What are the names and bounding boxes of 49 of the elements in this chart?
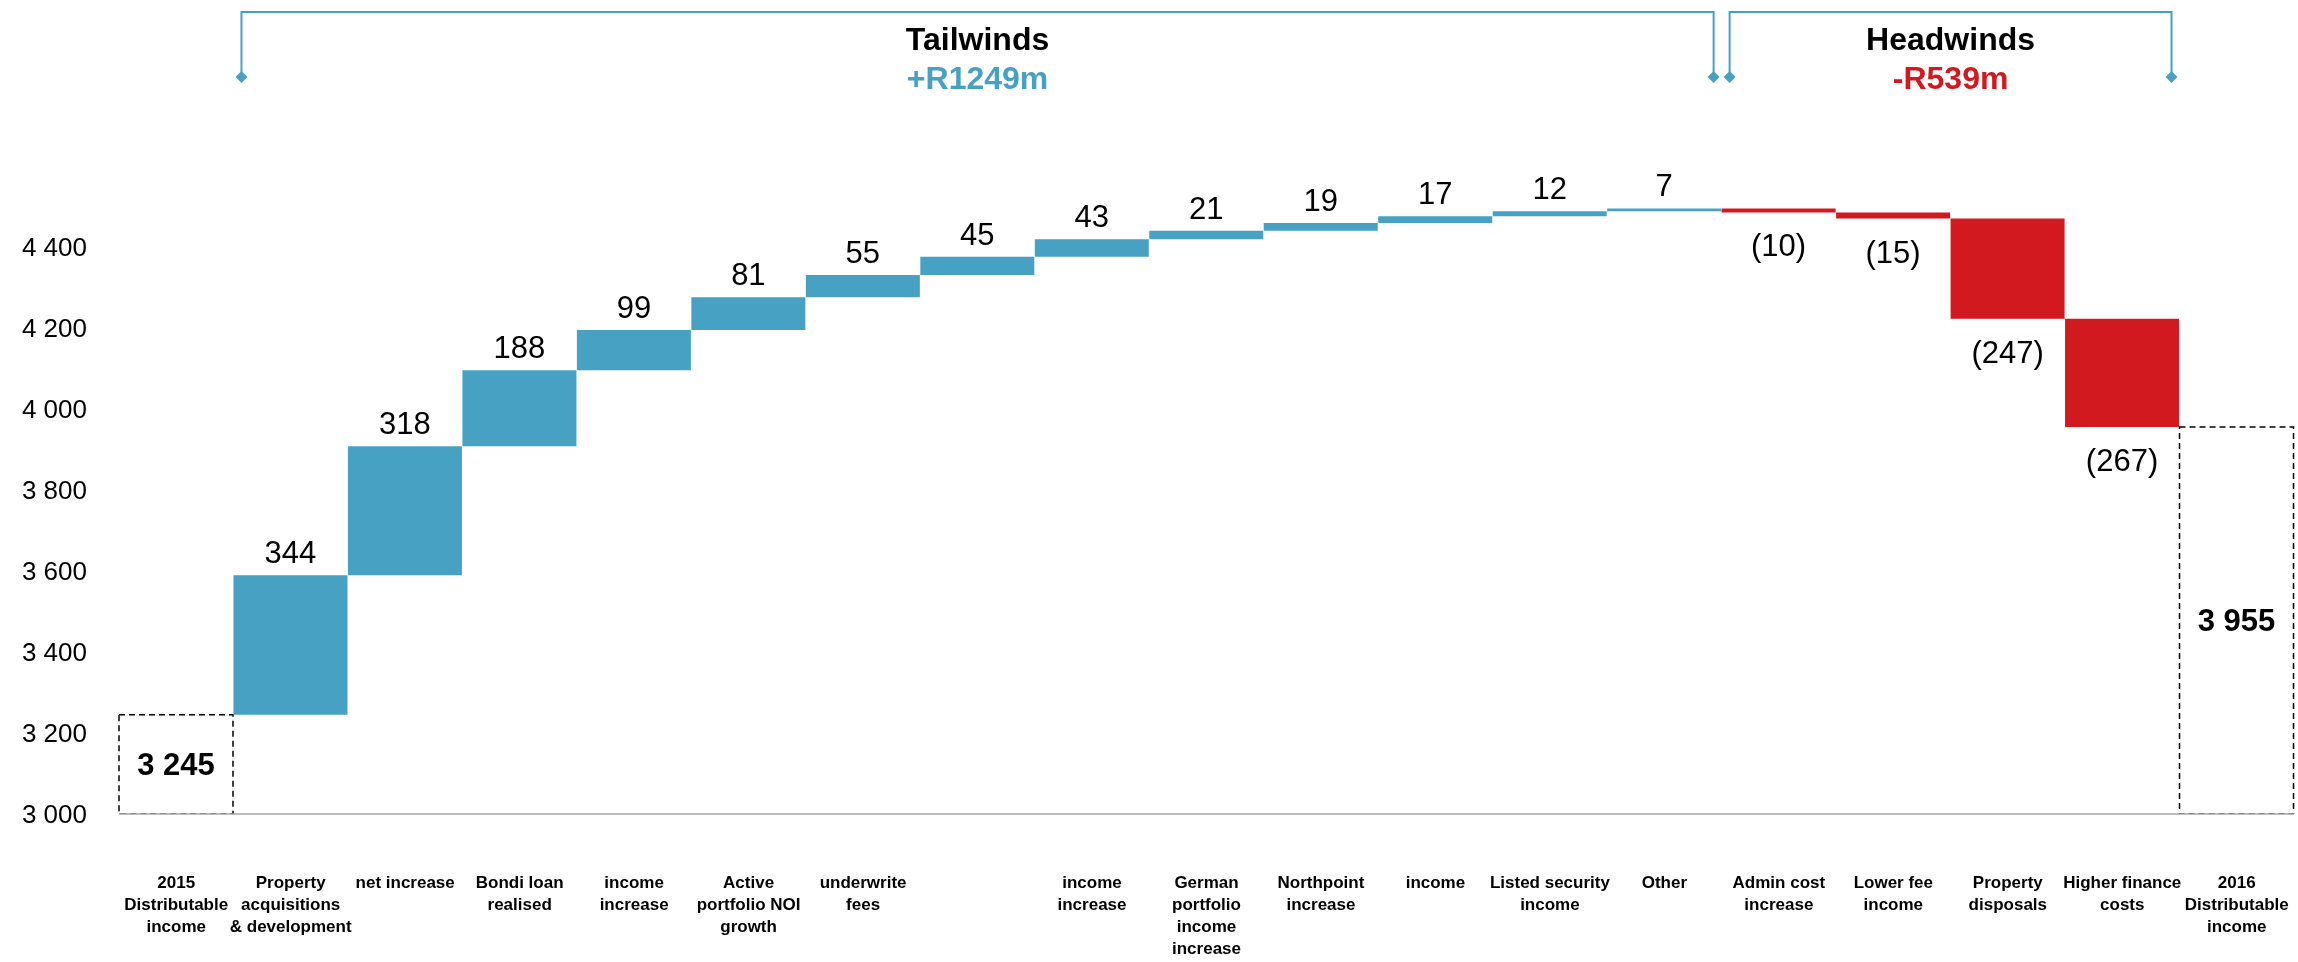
data-label: 45	[960, 216, 995, 252]
x-tick-label: net increase	[355, 873, 455, 892]
x-tick-label: Northpoint increase	[1277, 873, 1365, 914]
x-tick-label: income	[1405, 873, 1466, 892]
x-tick-label: Active portfolio NOI growth	[696, 873, 801, 936]
x-tick-label: underwrite fees	[819, 873, 907, 914]
y-tick-label: 3 200	[21, 718, 87, 749]
data-label: 19	[1303, 183, 1338, 219]
x-tick-label: 2016 Distributable income	[2184, 873, 2289, 936]
y-tick-label: 4 200	[21, 312, 87, 343]
data-label: 21	[1189, 190, 1224, 226]
x-tick-label: Listed security income	[1489, 873, 1611, 914]
data-label: (247)	[1971, 334, 2044, 370]
y-tick-label: 3 000	[21, 799, 87, 830]
data-label: 3 955	[2197, 603, 2276, 639]
x-tick-label: income increase	[599, 873, 669, 914]
data-label: (15)	[1865, 234, 1921, 270]
y-tick-label: 4 400	[21, 231, 87, 262]
data-label: 344	[264, 535, 317, 571]
y-tick-label: 3 800	[21, 474, 87, 505]
x-tick-label: German portfolio income increase	[1172, 873, 1241, 958]
x-tick-label: Property disposals	[1968, 873, 2048, 914]
data-label: 3 245	[137, 747, 215, 783]
text: Tailwinds	[905, 21, 1050, 57]
data-label: 81	[731, 257, 766, 293]
data-label: 12	[1532, 171, 1567, 207]
x-tick-label: Property acquisitions & development	[229, 873, 352, 936]
data-label: 188	[493, 330, 546, 366]
y-tick-label: 3 400	[21, 637, 87, 668]
data-label: 99	[616, 290, 652, 326]
text: -R539m	[1892, 60, 2009, 96]
data-label: 55	[845, 234, 881, 270]
data-label: 7	[1655, 168, 1673, 204]
data-label: 17	[1417, 176, 1453, 212]
x-tick-label: Bondi loan realised	[475, 873, 564, 914]
x-tick-label: Admin cost increase	[1732, 873, 1826, 914]
data-label: 43	[1074, 199, 1110, 235]
x-tick-label: Higher finance costs	[2063, 873, 2182, 914]
y-tick-label: 4 000	[21, 393, 87, 424]
data-label: 318	[379, 406, 431, 442]
x-tick-label: Other	[1641, 873, 1688, 892]
data-label: (267)	[2085, 442, 2159, 478]
x-tick-label: income increase	[1057, 873, 1127, 914]
y-tick-label: 3 600	[21, 556, 87, 587]
data-label: (10)	[1751, 228, 1807, 264]
text: +R1249m	[906, 60, 1049, 96]
x-tick-label: Lower fee income	[1853, 873, 1934, 914]
text: Headwinds	[1866, 21, 2036, 57]
x-tick-label: 2015 Distributable income	[124, 873, 229, 936]
